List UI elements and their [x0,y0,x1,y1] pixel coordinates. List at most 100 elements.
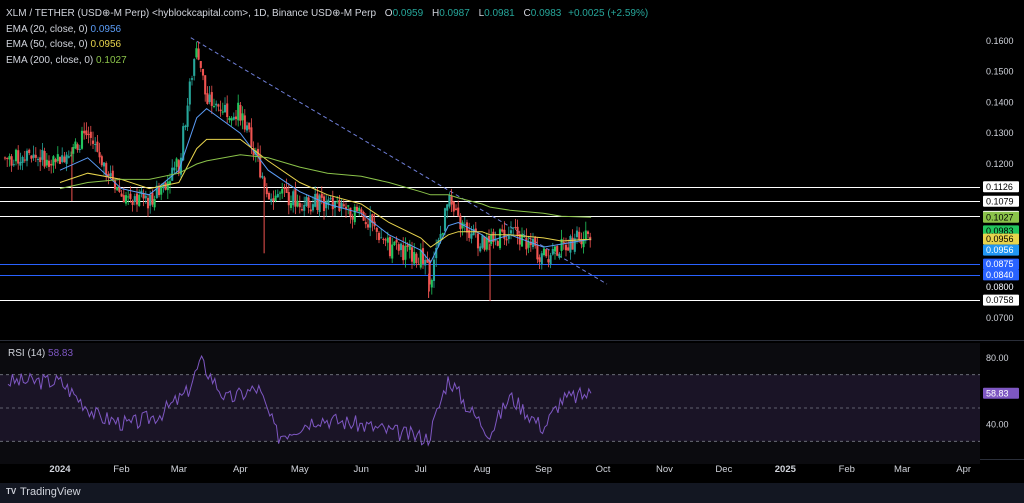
candle-body [6,157,9,159]
candle-body [353,206,356,223]
candle-body [547,259,550,263]
time-tick-label: 2025 [775,464,797,475]
candle-body [157,185,161,196]
ema20-line [59,107,592,264]
candle-body [47,160,51,167]
candle-body [32,154,35,158]
time-tick-label: May [291,464,309,475]
time-tick-label: Mar [171,464,187,475]
candle-body [120,193,123,197]
price-level-tag [983,258,1019,270]
ema200-legend[interactable]: EMA (200, close, 0) 0.1027 [6,53,648,69]
candle-body [221,111,224,113]
candle-body [439,234,442,240]
candle-body [107,174,110,176]
candle-body [245,125,249,131]
price-level-tag-label: 0.1079 [986,196,1014,206]
candle-body [34,154,37,158]
rsi-pane: 80.00 40.00 58.83 [0,343,1019,464]
candle-body [380,237,383,239]
low-value: 0.0981 [484,8,515,19]
candle-body [329,198,332,200]
candle-body [417,264,420,266]
candle-body [529,241,532,246]
candle-body [540,253,543,265]
candle-body [527,241,530,248]
candle-body [65,154,68,164]
candle-body [175,158,178,167]
candle-body [371,214,374,224]
time-tick-label: Nov [656,464,673,475]
candle-body [91,140,95,144]
time-tick-label: Jul [415,464,427,475]
candle-body [362,211,365,221]
candle-body [342,204,345,207]
candle-body [289,202,293,208]
candle-body [578,231,581,241]
candle-body [151,192,154,205]
candle-body [127,196,130,198]
candle-body [173,167,176,171]
ema20-legend[interactable]: EMA (20, close, 0) 0.0956 [6,22,648,38]
candle-body [230,118,233,121]
candle-body [98,152,101,158]
footer-bar: TV TradingView [0,483,1024,503]
candle-body [294,189,297,207]
candle-body [303,204,306,211]
candle-body [43,151,46,167]
candle-body [443,208,447,232]
candle-body [311,204,315,211]
candle-body [184,125,187,128]
price-tick-label: 0.0700 [986,313,1014,323]
candle-body [490,234,493,244]
candle-body [514,227,517,229]
candle-body [89,131,92,138]
candle-body [12,164,15,166]
candle-body [188,81,191,105]
candle-body [481,235,484,248]
tradingview-brand[interactable]: TradingView [20,486,81,498]
candle-body [78,148,81,150]
candle-body [72,147,75,154]
candle-body [463,224,466,226]
candle-body [327,199,330,205]
candle-body [549,255,552,265]
candle-body [254,150,257,155]
rsi-legend[interactable]: RSI (14) 58.83 [8,348,73,359]
rsi-tick-label: 40.00 [986,420,1009,430]
candle-body [261,175,264,178]
candle-body [415,253,418,264]
candle-body [237,102,240,121]
candle-body [375,227,378,232]
candle-body [243,115,246,130]
candle-body [545,249,548,257]
candle-body [536,245,539,260]
candle-body [395,239,398,243]
price-level-tag [983,233,1019,245]
candle-body [219,109,222,112]
symbol-title: XLM / TETHER (USD⊕-M Perp) <hyblockcapit… [6,8,377,19]
candle-body [474,228,477,233]
candle-body [426,259,429,263]
close-key: C [523,8,531,19]
candle-body [41,149,44,160]
candle-body [309,209,312,212]
candle-body [177,160,180,174]
candle-body [344,206,348,210]
candle-body [448,194,451,207]
ema50-legend[interactable]: EMA (50, close, 0) 0.0956 [6,37,648,53]
candle-body [377,232,381,241]
candle-body [39,157,42,163]
price-tick-label: 0.1500 [986,67,1014,77]
candle-body [296,200,299,207]
candle-body [228,117,231,121]
candle-body [259,154,262,178]
candle-body [584,230,587,241]
candle-body [10,156,13,166]
low-key: L [478,8,485,19]
candle-body [270,198,273,202]
candle-body [87,133,90,135]
candle-body [553,246,557,252]
candle-body [384,239,387,241]
